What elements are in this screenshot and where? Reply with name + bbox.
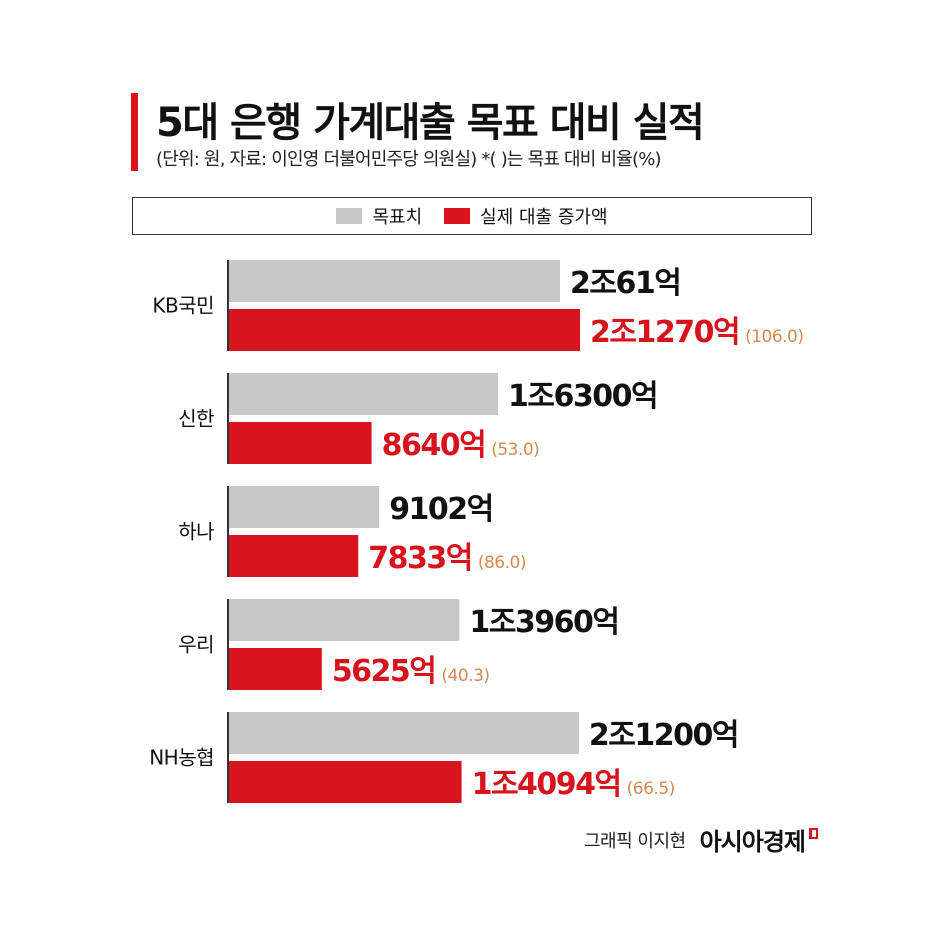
bar-target-label: 2조1200억	[589, 718, 738, 753]
bar-actual	[229, 761, 462, 803]
bar-target-label: 2조61억	[570, 266, 680, 301]
brand-logo: 아시아경제	[699, 828, 806, 856]
legend-item-target: 목표치	[336, 203, 422, 229]
bar-actual-ratio: (53.0)	[491, 440, 539, 460]
graphic-author: 그래픽 이지현	[584, 830, 686, 852]
bar-actual-label: 7833억	[368, 541, 472, 576]
legend-swatch-actual	[444, 208, 471, 224]
bar-actual	[229, 422, 372, 464]
bar-actual-label: 1조4094억	[472, 767, 621, 802]
bar-actual	[229, 309, 580, 351]
bar-actual-label: 5625억	[332, 654, 436, 689]
chart-subtitle: (단위: 원, 자료: 이인영 더불어민주당 의원실) *( )는 목표 대비 …	[156, 149, 662, 170]
title-accent-bar	[131, 93, 138, 171]
legend: 목표치 실제 대출 증가액	[132, 197, 812, 235]
bar-actual	[229, 535, 359, 577]
brand-mark-icon	[809, 828, 818, 839]
category-label: KB국민	[152, 294, 214, 318]
bar-actual-ratio: (86.0)	[478, 553, 526, 573]
chart-title: 5대 은행 가계대출 목표 대비 실적	[156, 100, 705, 146]
bar-actual-ratio: (40.3)	[441, 666, 489, 686]
credit: 그래픽 이지현 아시아경제	[584, 822, 818, 857]
bar-target-label: 1조6300억	[508, 379, 657, 414]
bar-target	[229, 599, 460, 641]
bar-target	[229, 486, 380, 528]
bar-target	[229, 260, 561, 302]
bar-actual-label: 8640억	[382, 428, 486, 463]
category-label: 하나	[178, 520, 214, 544]
category-label: NH농협	[149, 746, 214, 770]
bar-actual-label: 2조1270억	[590, 315, 739, 350]
bar-target-label: 9102억	[389, 492, 493, 527]
bar-target-label: 1조3960억	[469, 605, 618, 640]
legend-item-actual: 실제 대출 증가액	[444, 203, 608, 229]
legend-label-actual: 실제 대출 증가액	[480, 207, 608, 228]
bar-target	[229, 373, 498, 415]
bar-actual-ratio: (106.0)	[745, 327, 803, 347]
legend-swatch-target	[336, 208, 363, 224]
bar-actual-ratio: (66.5)	[627, 779, 675, 799]
bar-actual	[229, 648, 322, 690]
category-label: 우리	[178, 633, 214, 657]
bar-target	[229, 712, 579, 754]
category-label: 신한	[178, 407, 214, 431]
legend-label-target: 목표치	[372, 207, 423, 228]
